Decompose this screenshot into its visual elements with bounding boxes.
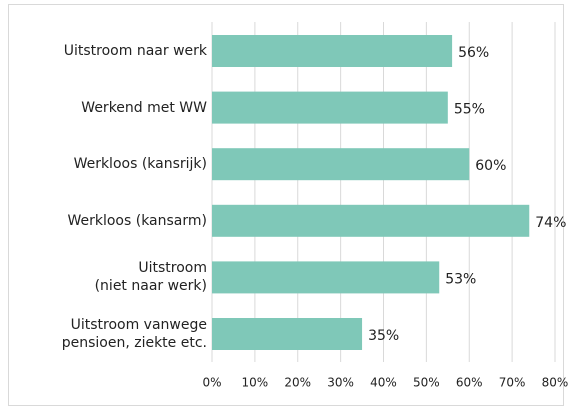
bar: [212, 318, 363, 350]
category-label: Werkloos (kansrijk): [73, 156, 207, 173]
category-label: Werkloos (kansarm): [67, 212, 207, 229]
x-tick-label: 30%: [327, 376, 354, 390]
value-label: 53%: [445, 271, 476, 287]
value-label: 74%: [535, 215, 566, 231]
x-tick-label: 60%: [456, 376, 483, 390]
value-label: 60%: [475, 158, 506, 174]
category-label: Uitstroom naar werk: [63, 43, 207, 59]
x-tick-label: 50%: [413, 376, 440, 390]
bar: [212, 91, 448, 124]
value-label: 55%: [454, 102, 485, 118]
x-tick-label: 0%: [202, 376, 221, 390]
bar: [212, 148, 470, 181]
bar: [212, 261, 440, 294]
bar: [212, 204, 530, 237]
category-label: Uitstroom (niet naar werk): [94, 260, 207, 295]
category-label: Werkend met WW: [81, 99, 207, 116]
x-tick-label: 40%: [370, 376, 397, 390]
value-label: 35%: [368, 328, 399, 344]
bar: [212, 35, 453, 67]
x-tick-label: 10%: [242, 376, 269, 390]
chart-frame: [8, 4, 564, 406]
x-tick-label: 70%: [499, 376, 526, 390]
category-label: Uitstroom vanwege pensioen, ziekte etc.: [61, 317, 207, 351]
x-tick-label: 80%: [542, 376, 569, 390]
value-label: 56%: [458, 45, 489, 61]
x-tick-label: 20%: [284, 376, 311, 390]
